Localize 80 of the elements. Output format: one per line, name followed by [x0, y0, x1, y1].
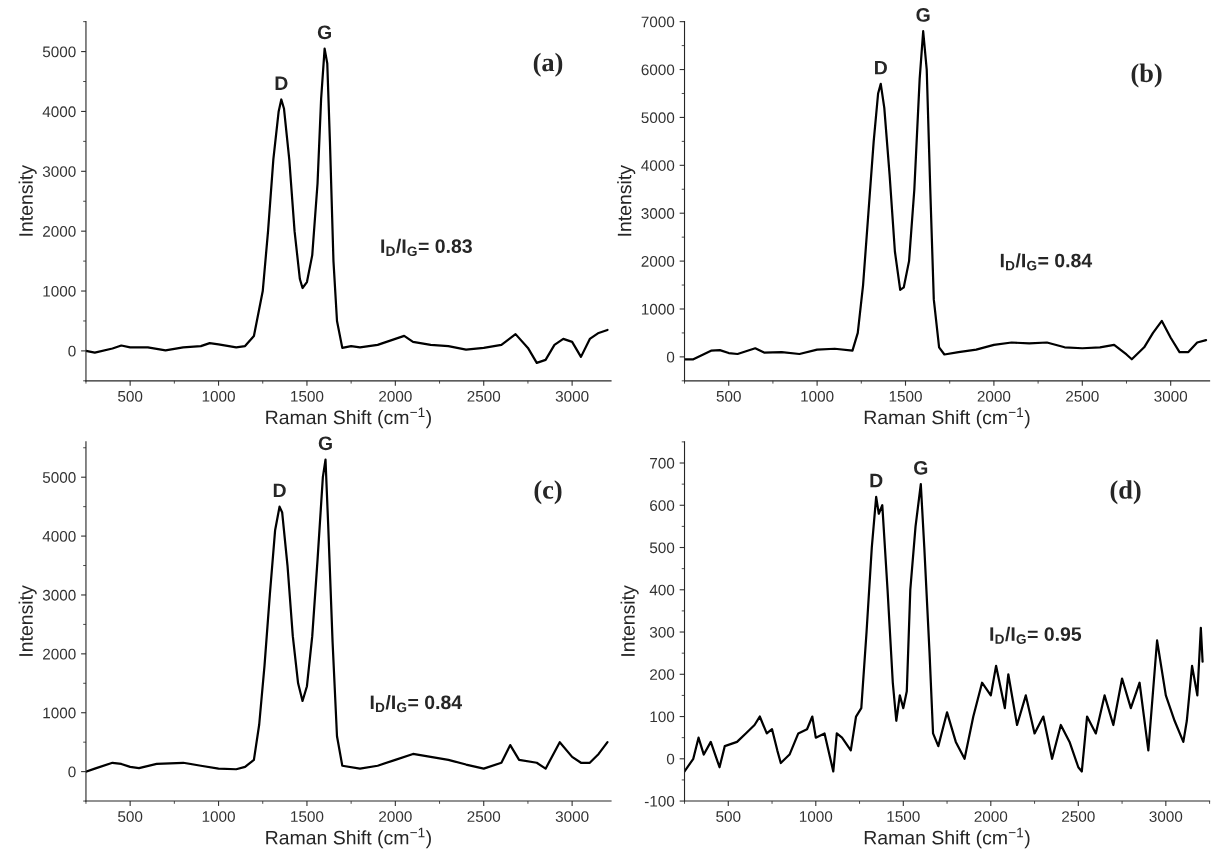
- x-axis-title: Raman Shift (cm$^{−1}$): [864, 827, 1030, 849]
- x-tick-label: 1000: [799, 811, 833, 822]
- y-tick-label: 200: [650, 669, 675, 680]
- x-tick-label: 2000: [379, 390, 412, 402]
- line-series: [684, 30, 1208, 361]
- x-tick-label: 1500: [887, 811, 920, 822]
- y-tick-label: 3000: [42, 589, 76, 601]
- annotation: I$_{D}$/I$_{G}$= 0.95: [990, 626, 1082, 644]
- x-tick-label: 2000: [379, 811, 412, 822]
- annotation: D: [273, 483, 286, 498]
- x-axis-title: Raman Shift (cm$^{−1}$): [266, 827, 431, 849]
- x-tick-label: 2500: [1062, 811, 1095, 822]
- annotation: (d): [1110, 480, 1141, 505]
- x-tick-label: 500: [118, 390, 143, 402]
- annotation: (c): [534, 480, 562, 505]
- x-tick-label: 3000: [1149, 811, 1183, 822]
- y-tick-label: 300: [649, 626, 675, 638]
- x-tick-label: 500: [716, 390, 741, 402]
- y-tick-label: 100: [650, 711, 675, 723]
- y-tick-label: 2000: [43, 226, 76, 237]
- y-tick-label: 1000: [43, 285, 76, 297]
- x-tick-label: 500: [118, 811, 143, 822]
- annotation: (b): [1131, 63, 1162, 88]
- y-tick-label: 700: [650, 457, 675, 469]
- x-tick-label: 1500: [889, 390, 922, 402]
- x-tick-label: 2000: [977, 390, 1011, 402]
- x-tick-label: 2500: [467, 390, 501, 402]
- y-tick-label: 400: [649, 584, 675, 596]
- annotation: I$_{D}$/I$_{G}$= 0.83: [381, 238, 472, 257]
- y-tick-label: 500: [649, 542, 675, 554]
- y-axis-title: Intensity: [18, 585, 37, 656]
- y-axis-title: Intensity: [617, 165, 636, 236]
- y-tick-label: 1000: [43, 707, 76, 719]
- x-tick-label: 2500: [467, 811, 501, 822]
- annotation: G: [916, 8, 930, 22]
- x-tick-label: 1000: [801, 390, 834, 402]
- line-series: [85, 458, 609, 773]
- y-axis-title: Intensity: [620, 585, 639, 656]
- annotation: I$_{D}$/I$_{G}$= 0.84: [370, 694, 462, 713]
- y-tick-label: 7000: [641, 16, 675, 28]
- line-series: [85, 47, 609, 364]
- annotation: D: [875, 60, 887, 75]
- annotation: D: [870, 473, 883, 488]
- x-tick-label: 3000: [555, 390, 589, 402]
- y-tick-label: 0: [68, 345, 76, 357]
- annotation: G: [317, 25, 331, 40]
- y-tick-label: 0: [666, 351, 675, 363]
- y-tick-label: 5000: [42, 472, 76, 483]
- y-tick-label: 600: [650, 500, 675, 511]
- x-tick-label: 1000: [202, 811, 235, 822]
- y-tick-label: 2000: [641, 255, 675, 267]
- y-tick-label: 4000: [42, 106, 76, 118]
- x-tick-label: 1000: [202, 390, 235, 402]
- y-tick-label: 3000: [641, 208, 675, 219]
- y-tick-label: 2000: [43, 648, 76, 660]
- y-tick-label: 0: [68, 766, 76, 778]
- x-tick-label: 1500: [291, 811, 324, 822]
- y-tick-label: 6000: [641, 64, 675, 76]
- y-tick-label: -100: [644, 795, 675, 807]
- x-tick-label: 2500: [1066, 390, 1099, 402]
- y-tick-label: 0: [666, 753, 675, 765]
- annotation: G: [914, 460, 928, 475]
- y-tick-label: 3000: [42, 166, 76, 177]
- x-tick-label: 2000: [974, 811, 1008, 822]
- x-tick-label: 1500: [291, 390, 324, 402]
- annotation: (a): [533, 52, 563, 77]
- y-tick-label: 4000: [641, 160, 675, 171]
- x-tick-label: 500: [716, 811, 741, 822]
- x-axis-title: Raman Shift (cm$^{−1}$): [266, 407, 431, 429]
- annotation: I$_{D}$/I$_{G}$= 0.84: [1000, 253, 1093, 271]
- y-axis-title: Intensity: [18, 165, 37, 236]
- y-tick-label: 1000: [641, 303, 675, 315]
- y-tick-label: 4000: [42, 530, 76, 542]
- y-tick-label: 5000: [641, 112, 675, 124]
- annotation: G: [318, 436, 332, 451]
- x-tick-label: 3000: [1154, 390, 1188, 402]
- annotation: D: [275, 76, 288, 90]
- y-tick-label: 5000: [42, 46, 76, 58]
- x-tick-label: 3000: [555, 811, 589, 822]
- x-axis-title: Raman Shift (cm$^{−1}$): [864, 407, 1030, 429]
